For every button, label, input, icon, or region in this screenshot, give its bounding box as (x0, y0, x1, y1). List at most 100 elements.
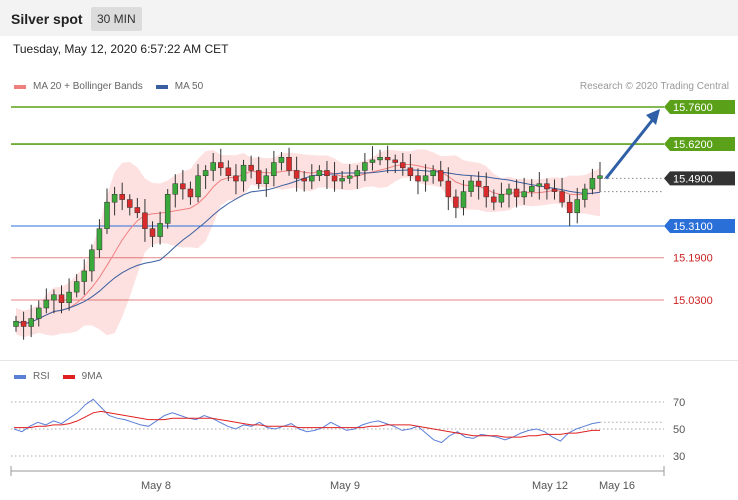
header-bar: Silver spot 30 MIN (0, 0, 738, 36)
rsi-line (13, 398, 601, 444)
candle-body (111, 194, 118, 203)
candle (483, 172, 489, 208)
candle (157, 211, 163, 245)
candle (142, 199, 148, 242)
candle (218, 148, 224, 176)
candle-body (566, 201, 573, 214)
rsi-legend: RSI 9MA (14, 371, 102, 382)
legend-ma20: MA 20 + Bollinger Bands (33, 81, 143, 92)
candle (331, 162, 338, 192)
candle-body (187, 188, 194, 198)
candle (58, 285, 65, 314)
rsi-9ma-line (14, 410, 600, 438)
candle (149, 221, 156, 248)
candle-body (559, 191, 565, 203)
candle (453, 189, 459, 219)
candle (13, 315, 19, 332)
candle-body (127, 199, 133, 208)
candle-body (309, 175, 315, 182)
candle-body (400, 162, 406, 169)
candle (400, 153, 406, 176)
candle (66, 278, 72, 311)
candle (202, 165, 209, 189)
candles-group (13, 145, 603, 340)
candle (271, 150, 277, 187)
level-label-1: 15.6200 (673, 139, 713, 151)
candle (513, 179, 520, 208)
candle (187, 181, 194, 205)
candle-body (415, 175, 421, 182)
candle (324, 160, 330, 189)
candle-body (195, 175, 201, 198)
candle (339, 170, 345, 189)
candle-body (468, 180, 474, 192)
candle-body (36, 307, 42, 319)
candle (445, 167, 452, 211)
level-label-4: 15.1900 (673, 253, 713, 265)
candle-body (218, 162, 224, 169)
candle-body (134, 207, 141, 214)
candle (491, 189, 497, 211)
candle (111, 186, 118, 216)
rsi-swatch-icon (14, 374, 26, 379)
candle (293, 156, 300, 192)
candle-body (384, 156, 391, 161)
level-label-box-2 (664, 171, 735, 186)
candle-body (180, 183, 186, 190)
candle-body (293, 170, 300, 179)
candle-body (96, 228, 103, 251)
candle-body (407, 167, 414, 177)
candle (164, 188, 171, 229)
candle-body (43, 299, 50, 309)
candle-body (551, 188, 558, 192)
candle-body (233, 175, 239, 182)
candle-body (255, 170, 262, 184)
candle (20, 311, 27, 340)
candle (301, 170, 307, 192)
forecast-arrow-line (604, 117, 656, 180)
candle (28, 304, 34, 338)
candle (528, 178, 535, 197)
candle (96, 219, 103, 258)
level-label-box-1 (664, 137, 735, 152)
candle (263, 168, 270, 197)
candle (407, 154, 414, 182)
candle (89, 244, 95, 282)
candle (582, 183, 588, 208)
candle (104, 188, 110, 234)
candle (430, 165, 436, 184)
ma50-line (15, 169, 601, 325)
candle-body (240, 164, 247, 182)
candle-body (597, 175, 603, 179)
legend-9ma: 9MA (81, 371, 103, 382)
candle (521, 177, 527, 205)
candle (377, 149, 383, 166)
instrument-title: Silver spot (11, 11, 83, 27)
candle (415, 168, 421, 195)
candle (248, 155, 254, 179)
timeframe-badge[interactable]: 30 MIN (91, 7, 142, 31)
x-tick-label-1: May 9 (330, 480, 360, 492)
candle-body (51, 294, 57, 301)
level-label-3: 15.3100 (673, 221, 713, 233)
candle-body (271, 162, 277, 177)
legend-rsi: RSI (33, 371, 50, 382)
candle-body (354, 170, 361, 177)
candle-body (73, 281, 80, 293)
candle (468, 175, 474, 197)
candle-body (491, 196, 497, 203)
candle (43, 288, 50, 314)
candle-body (498, 194, 505, 203)
candle (506, 183, 512, 208)
level-label-box-3 (664, 219, 735, 233)
candle-body (157, 223, 163, 237)
rsi-tick-label-30: 30 (673, 451, 685, 463)
candle-body (142, 212, 148, 229)
candle (354, 165, 361, 189)
candle-body (445, 180, 452, 198)
candle (81, 259, 88, 295)
candle-body (574, 199, 580, 214)
datetime-label: Tuesday, May 12, 2020 6:57:22 AM CET (13, 42, 229, 56)
candle-body (58, 294, 65, 303)
